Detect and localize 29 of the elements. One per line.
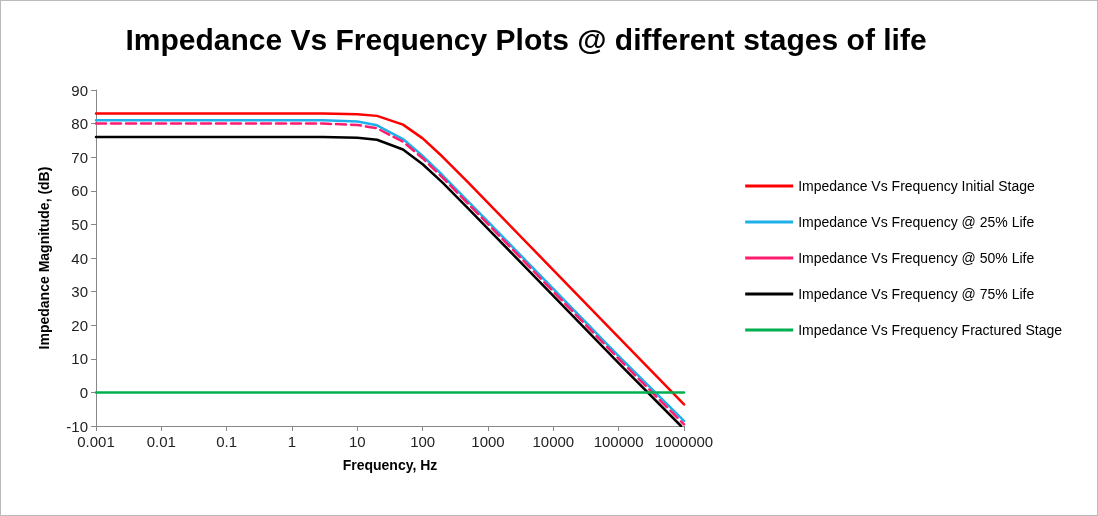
y-tick-label: 50 — [71, 215, 88, 233]
y-axis-title: Impedance Magnitude, (dB) — [36, 166, 52, 350]
y-tick-label: 90 — [71, 81, 88, 99]
y-tick-label: 0 — [79, 383, 88, 401]
y-tick-label: 30 — [71, 283, 88, 301]
legend-label: Impedance Vs Frequency @ 75% Life — [798, 286, 1035, 302]
legend-label: Impedance Vs Frequency Initial Stage — [798, 178, 1035, 194]
legend-label: Impedance Vs Frequency @ 50% Life — [798, 250, 1035, 266]
y-tick-label: 20 — [71, 316, 88, 334]
x-tick-label: 0.01 — [146, 433, 176, 450]
y-tick-label: 70 — [71, 148, 88, 166]
x-tick-label: 1000 — [471, 433, 505, 450]
legend-label: Impedance Vs Frequency Fractured Stage — [798, 322, 1063, 338]
y-tick-label: 60 — [71, 182, 88, 200]
x-tick-label: 0.001 — [77, 433, 115, 450]
legend-label: Impedance Vs Frequency @ 25% Life — [798, 214, 1035, 230]
chart-title: Impedance Vs Frequency Plots @ different stages of life — [125, 22, 927, 56]
x-tick-label: 0.1 — [216, 433, 238, 450]
y-tick-label: 80 — [71, 115, 88, 133]
x-tick-label: 100 — [410, 433, 436, 450]
x-tick-label: 10 — [348, 433, 366, 450]
x-axis-title: Frequency, Hz — [342, 457, 438, 473]
y-tick-label: 10 — [71, 350, 88, 368]
x-tick-label: 1 — [287, 433, 297, 450]
y-tick-label: 40 — [71, 249, 88, 267]
x-tick-label: 100000 — [593, 433, 644, 450]
x-tick-label: 10000 — [532, 433, 575, 450]
x-tick-label: 1000000 — [654, 433, 714, 450]
y-tick-label: -10 — [66, 417, 88, 435]
